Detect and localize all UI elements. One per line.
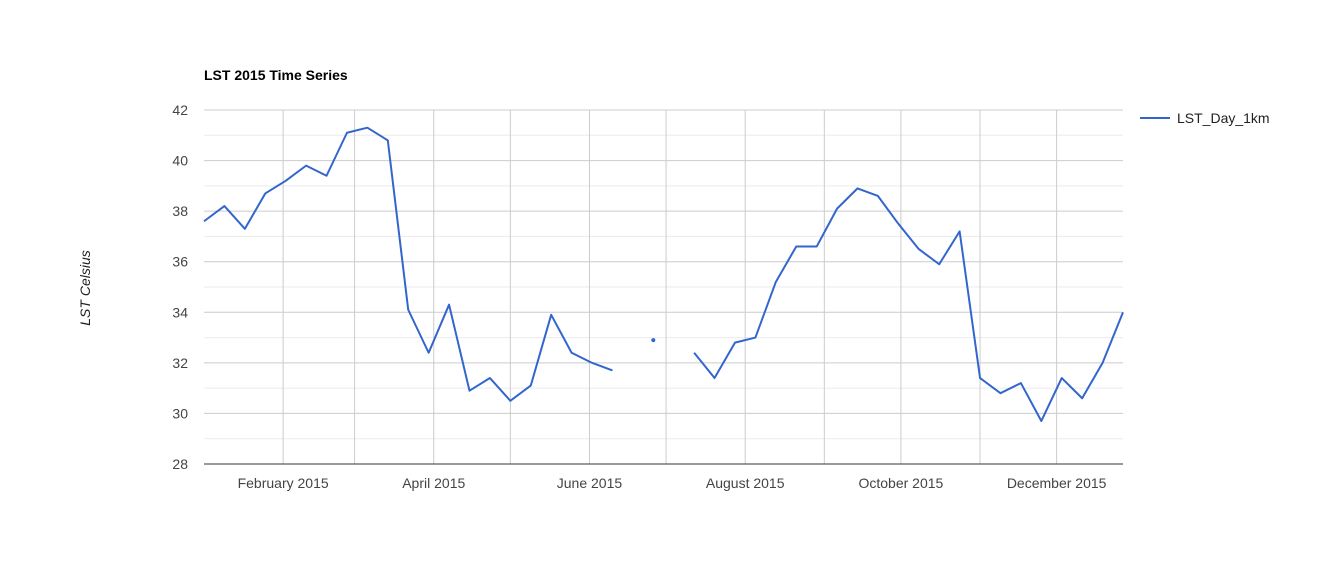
x-tick-label: February 2015 bbox=[238, 475, 329, 491]
series-isolated-point bbox=[651, 338, 656, 343]
y-tick-label: 34 bbox=[172, 304, 188, 320]
major-gridlines bbox=[204, 109, 1123, 465]
y-axis-label: LST Celsius bbox=[77, 250, 93, 325]
y-tick-label: 32 bbox=[172, 355, 188, 371]
x-tick-label: October 2015 bbox=[858, 475, 943, 491]
x-tick-label: August 2015 bbox=[706, 475, 785, 491]
minor-gridlines bbox=[204, 134, 1123, 440]
chart-title: LST 2015 Time Series bbox=[204, 67, 348, 83]
series-line-segment bbox=[693, 187, 1124, 423]
series-layer bbox=[203, 126, 1124, 423]
series-line-segment bbox=[203, 126, 613, 402]
y-tick-label: 42 bbox=[172, 102, 188, 118]
y-tick-label: 38 bbox=[172, 203, 188, 219]
y-tick-label: 28 bbox=[172, 456, 188, 472]
y-axis-ticks: 28 30 32 34 36 38 40 42 bbox=[172, 102, 188, 472]
y-tick-label: 30 bbox=[172, 405, 188, 421]
x-tick-label: April 2015 bbox=[402, 475, 465, 491]
legend-label[interactable]: LST_Day_1km bbox=[1177, 110, 1270, 126]
x-tick-label: June 2015 bbox=[557, 475, 623, 491]
y-tick-label: 40 bbox=[172, 153, 188, 169]
legend[interactable]: LST_Day_1km bbox=[1140, 110, 1270, 126]
x-tick-label: December 2015 bbox=[1007, 475, 1107, 491]
y-tick-label: 36 bbox=[172, 254, 188, 270]
x-axis-ticks: February 2015 April 2015 June 2015 August 2… bbox=[238, 475, 1107, 491]
